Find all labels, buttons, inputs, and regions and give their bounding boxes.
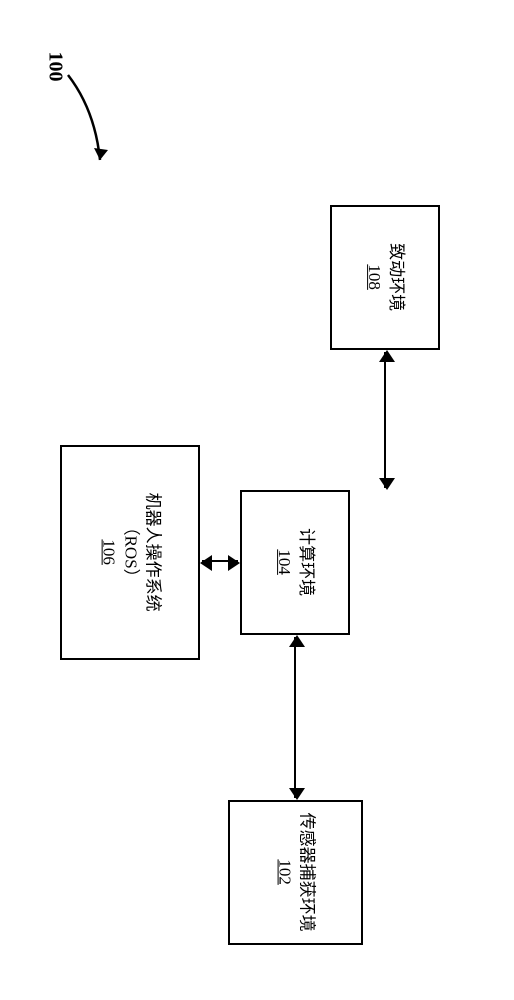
node-actuation-env: 致动环境 108 xyxy=(330,205,440,350)
node-actuation-title: 致动环境 xyxy=(387,244,406,312)
arrow-compute-sensor xyxy=(294,637,296,798)
node-compute-title: 计算环境 xyxy=(297,529,316,597)
arrow-ros-compute xyxy=(202,560,238,562)
node-ros: 机器人操作系统 （ROS） 106 xyxy=(60,445,200,660)
node-ros-title-line2: （ROS） xyxy=(121,519,140,586)
node-sensor-capture-env-repos: 传感器捕获环境 102 xyxy=(228,800,363,945)
node-ros-title-line1: 机器人操作系统 xyxy=(143,493,162,612)
node-compute-id: 104 xyxy=(275,550,294,576)
node-actuation-label: 致动环境 108 xyxy=(363,244,407,312)
node-sensor-title-2: 传感器捕获环境 xyxy=(298,813,317,932)
node-sensor-label-2: 传感器捕获环境 102 xyxy=(273,813,317,932)
node-sensor-id-2: 102 xyxy=(276,860,295,886)
arrow-compute-actuate xyxy=(384,352,386,488)
node-actuation-id: 108 xyxy=(365,265,384,291)
node-compute-label: 计算环境 104 xyxy=(273,529,317,597)
node-ros-id: 106 xyxy=(99,540,118,566)
node-compute-env: 计算环境 104 xyxy=(240,490,350,635)
node-ros-label: 机器人操作系统 （ROS） 106 xyxy=(97,493,163,612)
